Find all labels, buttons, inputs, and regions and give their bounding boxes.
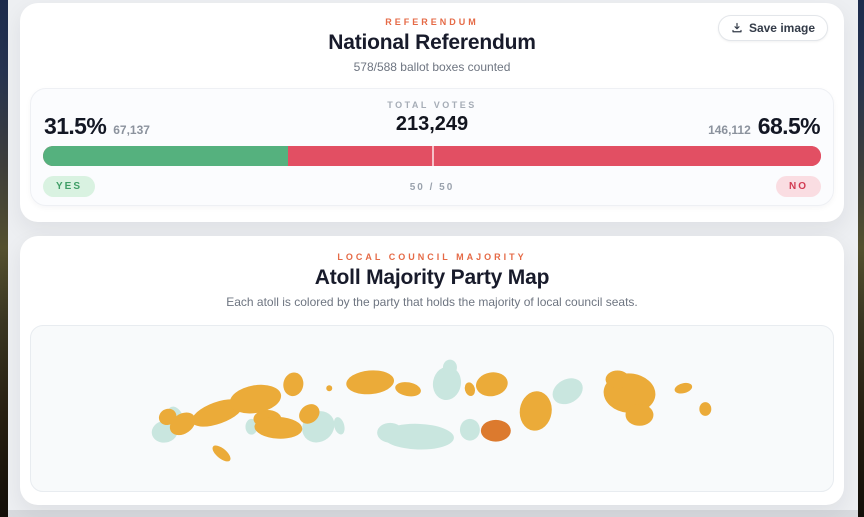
bar-yes-segment (43, 146, 289, 166)
atoll-island (699, 402, 712, 416)
atoll-island (459, 418, 480, 441)
atoll-island (480, 419, 511, 442)
atoll-island (169, 412, 196, 436)
atoll-island (552, 378, 583, 405)
total-votes-label: TOTAL VOTES (387, 100, 477, 110)
atoll-island (346, 370, 395, 395)
badge-row: YES 50 / 50 NO (43, 176, 821, 197)
atoll-map-svg (151, 359, 712, 462)
atoll-island (299, 404, 320, 424)
atoll-island (382, 423, 454, 450)
save-image-label: Save image (748, 21, 815, 35)
bottom-edge (8, 510, 858, 517)
atoll-island (475, 372, 508, 397)
council-panel: LOCAL COUNCIL MAJORITY Atoll Majority Pa… (20, 236, 844, 505)
no-count: 146,112 (708, 123, 751, 137)
atoll-island (191, 399, 244, 427)
council-eyebrow: LOCAL COUNCIL MAJORITY (337, 252, 527, 262)
fifty-percent-marker (432, 146, 434, 166)
yes-stat: 31.5% 67,137 (44, 113, 150, 140)
atoll-island (395, 382, 421, 397)
total-votes-number: 213,249 (395, 113, 469, 135)
atoll-island (674, 382, 693, 394)
council-subtitle: Each atoll is colored by the party that … (226, 295, 638, 309)
save-image-button[interactable]: Save image (717, 15, 828, 41)
atoll-island (625, 404, 654, 426)
yes-badge: YES (43, 176, 96, 197)
atoll-island (245, 418, 258, 435)
total-votes-card: TOTAL VOTES 213,249 31.5% 67,137 146,112… (30, 88, 834, 206)
atoll-island (519, 391, 552, 431)
bar-no-segment (288, 146, 821, 166)
referendum-panel: REFERENDUM National Referendum 578/588 b… (20, 3, 844, 222)
no-badge: NO (776, 176, 821, 197)
download-icon (731, 22, 743, 34)
atoll-island (605, 370, 630, 389)
atoll-island (212, 445, 231, 462)
atoll-island (229, 384, 282, 414)
council-title: Atoll Majority Party Map (314, 266, 550, 289)
atoll-island (283, 372, 304, 397)
atoll-island (464, 382, 476, 397)
yes-count: 67,137 (113, 123, 150, 137)
referendum-title: National Referendum (328, 31, 536, 54)
atoll-island (432, 366, 462, 401)
atoll-island (326, 385, 333, 392)
yes-percentage: 31.5% (44, 113, 107, 139)
no-stat: 146,112 68.5% (708, 113, 821, 140)
ballot-boxes-subtitle: 578/588 ballot boxes counted (353, 60, 511, 74)
no-percentage: 68.5% (757, 113, 821, 139)
center-counter: 50 / 50 (409, 182, 455, 193)
atoll-map-card (30, 325, 834, 492)
atoll-island (442, 359, 457, 376)
atoll-island (254, 416, 303, 439)
referendum-eyebrow: REFERENDUM (385, 17, 479, 27)
atoll-island (333, 417, 345, 435)
